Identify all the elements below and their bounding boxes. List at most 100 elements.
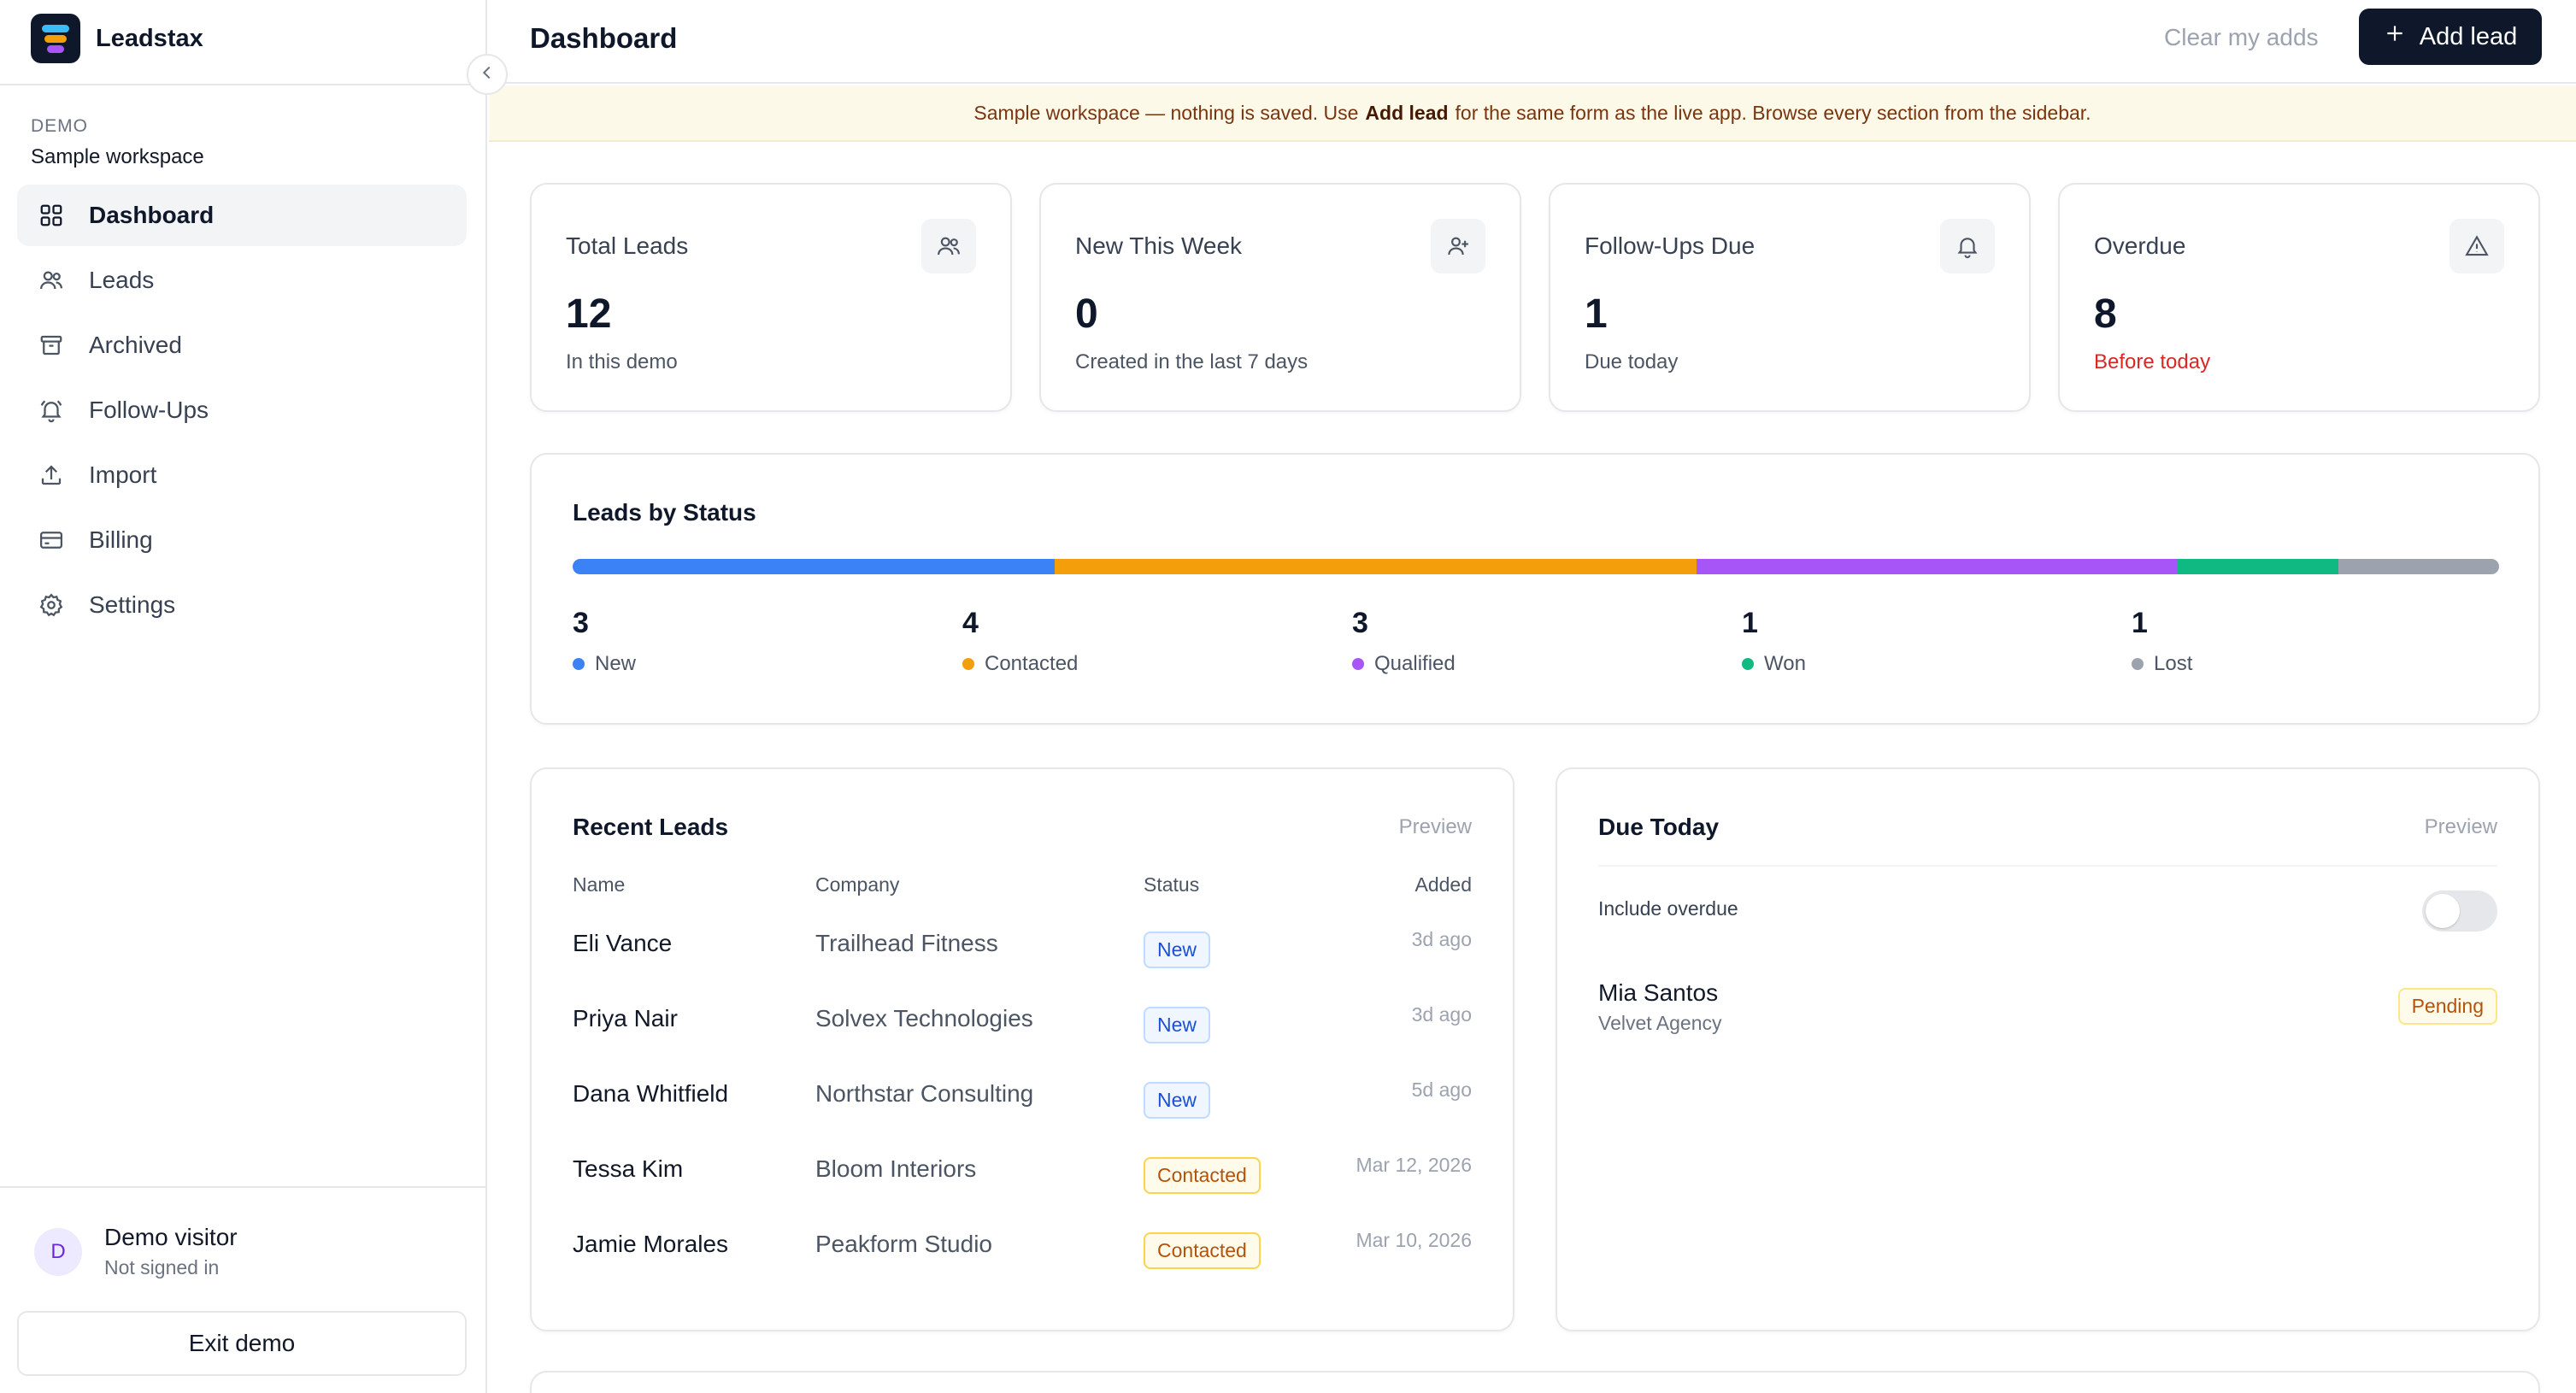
status-name: Won: [1742, 652, 1806, 676]
plus-icon: [2384, 22, 2406, 51]
column-header-status: Status: [1144, 873, 1200, 896]
clear-my-adds-button[interactable]: Clear my adds: [2164, 24, 2319, 50]
add-lead-label: Add lead: [2419, 22, 2518, 50]
stat-label: New This Week: [1075, 232, 1243, 259]
status-dot: [962, 658, 974, 670]
table-row[interactable]: Jamie Morales Peakform Studio Contacted Mar…: [532, 1220, 1513, 1296]
stat-label: Overdue: [2094, 232, 2186, 259]
stat-sub: Due today: [1585, 350, 1679, 373]
banner-add-lead-link[interactable]: Add lead: [1365, 101, 1449, 124]
lead-name: Dana Whitfield: [573, 1080, 729, 1107]
sidebar-item-label: Archived: [89, 332, 182, 358]
user-profile[interactable]: D Demo visitor Not signed in: [34, 1224, 238, 1279]
sidebar-item-dashboard[interactable]: Dashboard: [17, 185, 467, 246]
sidebar-item-settings[interactable]: Settings: [17, 574, 467, 636]
exit-demo-button[interactable]: Exit demo: [17, 1311, 467, 1376]
status-name: Qualified: [1352, 652, 1456, 676]
next-card-peek: [530, 1371, 2540, 1393]
stat-value: 1: [1585, 291, 1608, 337]
sidebar-nav: Dashboard Leads Archived Follow-Ups: [17, 185, 467, 639]
bell-icon: [38, 397, 65, 424]
lead-added: 3d ago: [1411, 928, 1472, 950]
column-header-company: Company: [815, 873, 900, 896]
table-row[interactable]: Dana Whitfield Northstar Consulting New 5d …: [532, 1070, 1513, 1145]
stat-sub: Before today: [2094, 350, 2211, 373]
column-header-added: Added: [1414, 873, 1472, 896]
lead-added: Mar 12, 2026: [1356, 1154, 1472, 1176]
users-icon: [921, 219, 976, 273]
status-name: Lost: [2132, 652, 2192, 676]
sidebar-item-label: Settings: [89, 591, 176, 618]
stat-value: 12: [566, 291, 612, 337]
users-icon: [38, 267, 65, 294]
top-header: Dashboard Clear my adds Add lead: [489, 0, 2576, 84]
workspace-name: Sample workspace: [31, 145, 204, 168]
column-header-name: Name: [573, 873, 626, 896]
sidebar-item-billing[interactable]: Billing: [17, 509, 467, 571]
lead-name: Jamie Morales: [573, 1231, 729, 1257]
table-row[interactable]: Priya Nair Solvex Technologies New 3d ago: [532, 995, 1513, 1070]
status-item-won: 1 Won: [1742, 607, 1806, 676]
include-overdue-toggle[interactable]: [2422, 890, 2497, 932]
lead-company: Trailhead Fitness: [815, 930, 998, 956]
stat-value: 0: [1075, 291, 1098, 337]
warning-icon: [2450, 219, 2504, 273]
stat-value: 8: [2094, 291, 2117, 337]
pending-badge: Pending: [2397, 988, 2497, 1025]
status-item-contacted: 4 Contacted: [962, 607, 1078, 676]
lead-added: Mar 10, 2026: [1356, 1229, 1472, 1251]
table-row[interactable]: Eli Vance Trailhead Fitness New 3d ago: [532, 920, 1513, 995]
sidebar-item-label: Dashboard: [89, 202, 215, 228]
archive-icon: [38, 332, 65, 359]
add-lead-button[interactable]: Add lead: [2359, 9, 2542, 65]
lead-company: Northstar Consulting: [815, 1080, 1034, 1107]
status-bar-segment-lost: [2338, 559, 2499, 574]
banner-text-before: Sample workspace — nothing is saved. Use: [973, 101, 1359, 124]
bell-icon: [1940, 219, 1995, 273]
sidebar-item-leads[interactable]: Leads: [17, 250, 467, 311]
lead-name: Priya Nair: [573, 1005, 678, 1032]
lead-status: New: [1144, 932, 1211, 968]
status-badge: New: [1144, 932, 1211, 968]
status-dot: [2132, 658, 2144, 670]
status-bar-segment-qualified: [1696, 559, 2179, 574]
table-row[interactable]: Tessa Kim Bloom Interiors Contacted Mar 12,…: [532, 1145, 1513, 1220]
lead-added: 3d ago: [1411, 1003, 1472, 1026]
status-label: Qualified: [1374, 652, 1456, 675]
status-count: 1: [2132, 607, 2148, 639]
lead-company: Peakform Studio: [815, 1231, 992, 1257]
lead-company: Bloom Interiors: [815, 1155, 977, 1182]
collapse-sidebar-button[interactable]: [467, 54, 508, 95]
status-bar-segment-won: [2178, 559, 2339, 574]
chevron-left-icon: [478, 63, 497, 86]
status-label: New: [595, 652, 637, 675]
status-badge: Pending: [2397, 988, 2497, 1025]
status-label: Won: [1764, 652, 1806, 675]
sidebar-item-import[interactable]: Import: [17, 444, 467, 506]
brand[interactable]: Leadstax: [31, 14, 203, 63]
lead-status: New: [1144, 1082, 1211, 1119]
status-bar-segment-contacted: [1054, 559, 1697, 574]
lead-added: 5d ago: [1411, 1079, 1472, 1101]
sidebar-item-follow-ups[interactable]: Follow-Ups: [17, 379, 467, 441]
workspace-label: DEMO: [31, 116, 88, 136]
lead-name: Tessa Kim: [573, 1155, 684, 1182]
sidebar-item-label: Import: [89, 461, 157, 488]
user-divider: [0, 1186, 487, 1188]
status-badge: Contacted: [1144, 1232, 1261, 1269]
status-item-lost: 1 Lost: [2132, 607, 2192, 676]
status-name: New: [573, 652, 636, 676]
due-lead-name[interactable]: Mia Santos: [1598, 979, 1719, 1006]
lead-company: Solvex Technologies: [815, 1005, 1033, 1032]
due-lead-company: Velvet Agency: [1598, 1012, 1722, 1034]
user-name: Demo visitor: [104, 1224, 238, 1250]
status-name: Contacted: [962, 652, 1078, 676]
user-plus-icon: [1431, 219, 1485, 273]
sidebar-item-label: Follow-Ups: [89, 397, 209, 423]
lead-status: New: [1144, 1007, 1211, 1043]
status-dot: [573, 658, 585, 670]
credit-card-icon: [38, 526, 65, 554]
sidebar-item-archived[interactable]: Archived: [17, 314, 467, 376]
lead-name: Eli Vance: [573, 930, 673, 956]
